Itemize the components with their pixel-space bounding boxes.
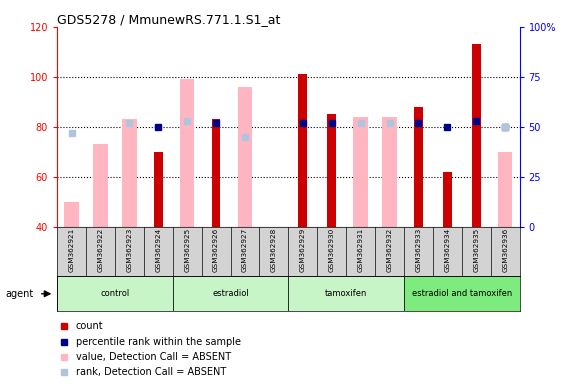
Bar <box>57 276 172 311</box>
Text: control: control <box>100 289 130 298</box>
Bar <box>93 144 108 227</box>
Bar <box>383 117 397 227</box>
Text: GSM362931: GSM362931 <box>357 228 364 272</box>
Bar <box>238 87 252 227</box>
Text: estradiol: estradiol <box>212 289 249 298</box>
Bar <box>122 119 136 227</box>
Text: GSM362921: GSM362921 <box>69 228 75 272</box>
Bar <box>180 79 194 227</box>
Bar <box>154 152 163 227</box>
Text: GDS5278 / MmunewRS.771.1.S1_at: GDS5278 / MmunewRS.771.1.S1_at <box>57 13 280 26</box>
Bar <box>212 119 220 227</box>
Text: GSM362934: GSM362934 <box>444 228 451 272</box>
Bar <box>472 44 481 227</box>
Text: agent: agent <box>6 289 34 299</box>
Text: GSM362924: GSM362924 <box>155 228 161 272</box>
Text: GSM362922: GSM362922 <box>98 228 103 272</box>
Text: GSM362927: GSM362927 <box>242 228 248 272</box>
Bar <box>353 117 368 227</box>
Text: tamoxifen: tamoxifen <box>325 289 367 298</box>
Text: count: count <box>75 321 103 331</box>
Text: GSM362936: GSM362936 <box>502 228 508 272</box>
Text: GSM362926: GSM362926 <box>213 228 219 272</box>
Text: GSM362928: GSM362928 <box>271 228 277 272</box>
Text: GSM362933: GSM362933 <box>416 228 421 272</box>
Bar <box>172 276 288 311</box>
Text: GSM362923: GSM362923 <box>126 228 132 272</box>
Bar <box>288 276 404 311</box>
Text: percentile rank within the sample: percentile rank within the sample <box>75 337 240 347</box>
Text: GSM362925: GSM362925 <box>184 228 190 272</box>
Text: GSM362930: GSM362930 <box>329 228 335 272</box>
Text: GSM362932: GSM362932 <box>387 228 392 272</box>
Bar <box>65 202 79 227</box>
Text: estradiol and tamoxifen: estradiol and tamoxifen <box>412 289 512 298</box>
Text: GSM362935: GSM362935 <box>473 228 479 272</box>
Bar <box>414 107 423 227</box>
Bar <box>443 172 452 227</box>
Bar <box>498 152 512 227</box>
Bar <box>299 74 307 227</box>
Text: GSM362929: GSM362929 <box>300 228 306 272</box>
Text: rank, Detection Call = ABSENT: rank, Detection Call = ABSENT <box>75 367 226 377</box>
Bar <box>404 276 520 311</box>
Bar <box>327 114 336 227</box>
Text: value, Detection Call = ABSENT: value, Detection Call = ABSENT <box>75 352 231 362</box>
